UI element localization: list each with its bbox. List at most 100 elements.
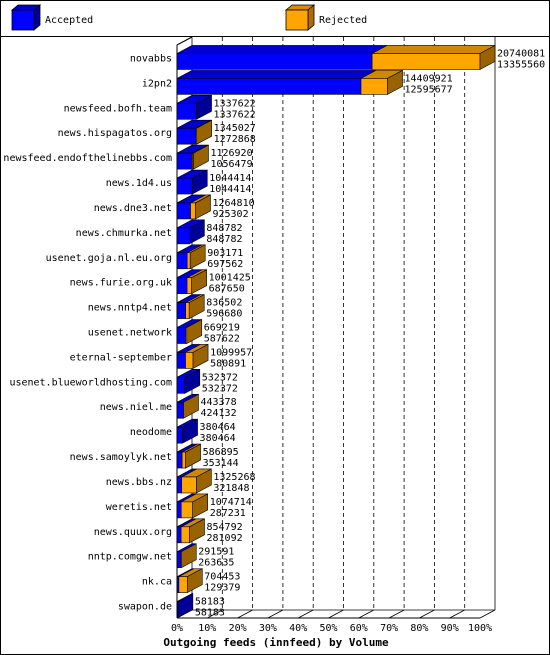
category-label: news.chmurka.net	[76, 228, 172, 239]
legend-label-accepted: Accepted	[45, 15, 93, 26]
bar-accepted-top	[176, 45, 388, 54]
value-label-total: 1264810	[212, 198, 254, 209]
bar-accepted	[176, 476, 183, 494]
bar-rejected	[178, 576, 188, 593]
legend-label-rejected: Rejected	[319, 15, 367, 26]
x-tick-label: 100%	[468, 623, 492, 634]
value-label-accepted: 13355560	[497, 59, 545, 70]
x-tick-label: 50%	[319, 623, 337, 634]
bar-rejected	[185, 302, 190, 319]
legend-item-rejected: Rejected	[284, 4, 367, 31]
bar-accepted	[176, 78, 362, 95]
floor-tick-50	[328, 609, 344, 619]
bar-accepted	[176, 102, 197, 120]
x-tick-label: 60%	[350, 623, 368, 634]
bar-accepted	[176, 327, 186, 344]
bar-accepted	[176, 252, 188, 270]
value-label-accepted: 58183	[195, 608, 225, 619]
bar-accepted	[176, 227, 190, 245]
value-label-total: 1044414	[209, 173, 251, 184]
floor-tick-60	[358, 609, 374, 619]
category-label: newsfeed.bofh.team	[64, 103, 172, 114]
legend-swatch-rejected-side	[307, 4, 315, 31]
bar-accepted	[176, 352, 186, 369]
category-label: swapon.de	[118, 602, 172, 613]
value-label-accepted: 925302	[212, 209, 248, 220]
floor-tick-30	[267, 609, 284, 619]
category-label: usenet.blueworldhosting.com	[9, 377, 172, 388]
value-label-accepted: 687650	[209, 284, 245, 295]
value-label-total: 1337622	[214, 98, 256, 109]
value-label-total: 669219	[204, 323, 240, 334]
category-label: nk.ca	[142, 577, 172, 588]
bar-rejected	[186, 252, 191, 270]
bar-side	[188, 294, 205, 320]
value-label-accepted: 848782	[206, 234, 242, 245]
bar-side	[189, 219, 205, 245]
bar-accepted	[176, 302, 187, 319]
category-label: usenet.goja.nl.eu.org	[46, 253, 172, 264]
value-label-accepted: 1337622	[214, 109, 256, 120]
category-label: nntp.comgw.net	[88, 552, 172, 563]
bar-rejected	[360, 78, 388, 95]
y-axis-top-edge	[176, 36, 193, 46]
bar-rejected	[181, 451, 186, 469]
bar-rejected	[180, 501, 194, 519]
x-tick-label: 80%	[410, 623, 428, 634]
value-label-accepted: 532372	[202, 383, 238, 394]
bar-side	[180, 543, 197, 569]
value-label-accepted: 12595677	[405, 84, 453, 95]
bar-side	[183, 393, 199, 419]
bar-accepted	[176, 451, 183, 469]
category-label: usenet.network	[88, 328, 172, 339]
value-label-accepted: 281092	[206, 533, 242, 544]
value-label-total: 58183	[195, 597, 225, 608]
bar-side	[192, 343, 209, 369]
category-label: news.quux.org	[94, 527, 172, 538]
category-label: news.1d4.us	[106, 178, 172, 189]
value-label-total: 1345027	[214, 123, 256, 134]
bar-rejected	[180, 526, 190, 544]
bar-accepted	[176, 127, 196, 145]
bar-side	[191, 169, 208, 195]
category-label: news.nntp4.net	[88, 303, 172, 314]
value-label-total: 291591	[198, 547, 234, 558]
x-axis-title: Outgoing feeds (innfeed) by Volume	[163, 636, 389, 649]
bar-side	[196, 468, 212, 494]
category-label: news.furie.org.uk	[70, 278, 172, 289]
bar-rejected	[371, 53, 481, 70]
floor-tick-80	[419, 609, 435, 619]
category-label: novabbs	[130, 53, 172, 64]
x-tick-label: 0%	[171, 623, 183, 634]
bar-side	[193, 144, 209, 170]
value-label-total: 443378	[200, 397, 236, 408]
value-label-total: 1126920	[210, 148, 252, 159]
bar-accepted	[176, 401, 184, 419]
bar-side	[185, 443, 201, 469]
value-label-accepted: 353144	[203, 458, 239, 469]
floor-tick-40	[298, 609, 314, 619]
bar-side	[186, 319, 203, 344]
value-label-accepted: 380464	[200, 433, 236, 444]
bar-side	[192, 493, 209, 519]
value-label-total: 1001425	[209, 273, 251, 284]
bar-accepted	[176, 202, 191, 220]
category-label: newsfeed.endofthelinebbs.com	[3, 153, 172, 164]
legend: Accepted Rejected	[10, 4, 367, 31]
legend-swatch-accepted	[11, 9, 35, 31]
bar-side	[196, 119, 212, 145]
value-label-total: 14409921	[405, 73, 453, 84]
plot-area: 0% 10% 20% 30% 40% 50% 60% 70% 80% 90% 100% novabbs…	[3, 36, 545, 634]
bar-side	[189, 518, 205, 544]
category-label: news.hispagatos.org	[58, 128, 172, 139]
bar-accepted	[176, 426, 183, 444]
value-label-accepted: 697562	[207, 259, 243, 270]
x-tick-label: 40%	[289, 623, 307, 634]
category-label: news.bbs.nz	[106, 477, 172, 488]
value-label-total: 20740081	[497, 48, 545, 59]
value-label-accepted: 1272868	[214, 134, 256, 145]
value-label-accepted: 424132	[200, 408, 236, 419]
value-label-accepted: 596680	[206, 309, 242, 320]
category-label: news.samoylyk.net	[70, 452, 172, 463]
